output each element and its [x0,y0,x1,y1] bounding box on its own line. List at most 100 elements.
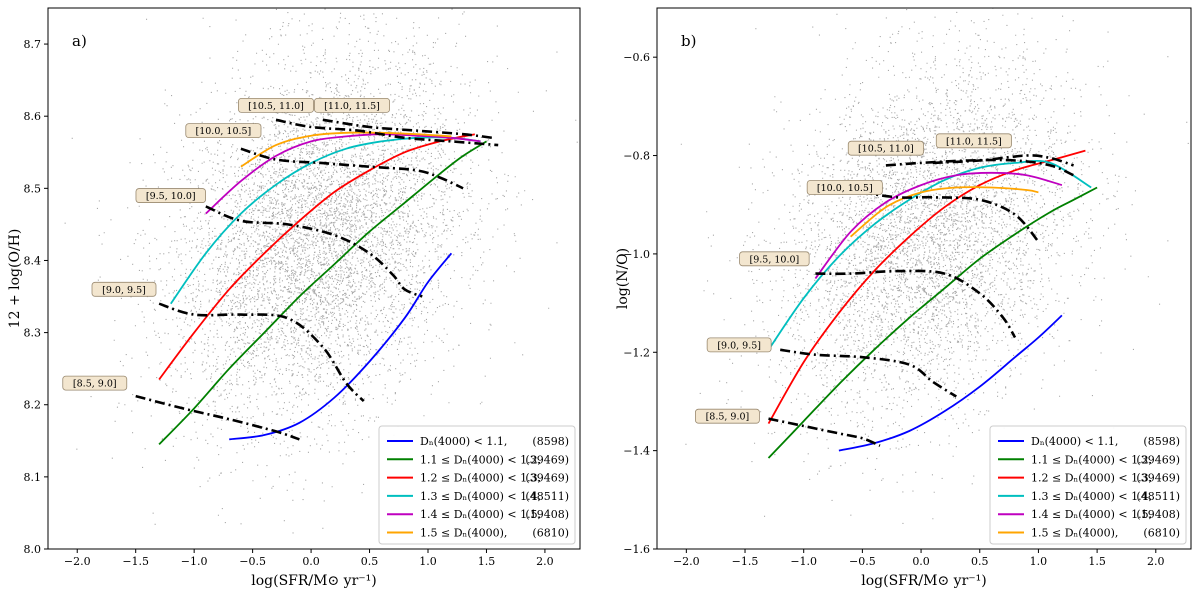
legend-count: (19408) [1136,508,1180,521]
mass-bin-label-box [91,281,157,297]
series-line [229,252,453,441]
mass-bin-line [780,348,957,398]
mass-bin-line [322,118,493,140]
legend-item: 1.5 ≤ Dₙ(4000), (6810) [998,527,1180,540]
x-tick-label: −2.0 [64,555,91,568]
mass-bin-line [205,205,423,298]
x-tick-label: 1.5 [1088,555,1106,568]
mass-bin-label: [10.5, 11.0] [237,97,314,113]
y-axis-label: log(N/O) [615,248,631,309]
panel-label: a) [72,32,87,50]
mass-bin-label-text: [10.0, 10.5] [817,183,873,194]
mass-bin-label: [8.5, 9.0] [695,408,760,424]
mass-bin-label: [8.5, 9.0] [62,375,128,391]
y-tick-label: −1.0 [623,248,650,261]
panel-b: −2.0 −1.5 −1.0 −0.5 0.0 0.5 1.0 1.5 2.0 −1.6 −1.4 −… [615,7,1192,589]
legend-label: 1.5 ≤ Dₙ(4000), [1031,527,1118,540]
mass-bin-line [135,394,300,441]
mass-bin-label: [9.5, 10.0] [135,188,206,203]
legend: Dₙ(4000) < 1.1, (8598) 1.1 ≤ Dₙ(4000) < 1.… [378,425,576,545]
mass-bin-label-box [695,408,760,424]
scatter-cloud [64,8,578,534]
mass-bin-label-text: [9.0, 9.5] [717,340,761,351]
panel-a: −2.0 −1.5 −1.0 −0.5 0.0 0.5 1.0 1.5 2.0 8.0 8.1 8.2… [7,7,581,589]
x-axis-label: log(SFR/M⊙ yr⁻¹) [861,573,986,589]
legend-item: 1.1 ≤ Dₙ(4000) < 1.2,(39469) [998,453,1180,466]
y-tick-label: −1.2 [623,346,650,359]
legend-label: 1.4 ≤ Dₙ(4000) < 1.5, [420,508,541,521]
x-tick-label: −1.5 [122,555,149,568]
mass-bin-label: [11.0, 11.5] [313,97,390,113]
x-tick-label: −0.5 [239,555,266,568]
mass-bin-label-box [847,140,924,156]
mass-bin-label: [10.0, 10.5] [806,180,883,195]
legend-label: Dₙ(4000) < 1.1, [420,435,507,448]
y-tick-label: 8.3 [24,327,42,340]
mass-bin-label-text: [8.5, 9.0] [73,379,117,390]
mass-bin-label: [9.0, 9.5] [706,337,772,353]
mass-bin-label-text: [9.5, 10.0] [750,254,800,265]
x-tick-label: 2.0 [536,555,554,568]
y-tick-label: −0.8 [623,150,650,163]
scatter-cloud [680,8,1189,524]
mass-bin-line [768,417,881,447]
axes-frame [47,7,581,550]
x-tick-label: −1.0 [790,555,817,568]
mass-bin-label-text: [10.5, 11.0] [858,144,914,155]
mass-bin-label-text: [10.5, 11.0] [248,101,304,112]
legend-label: 1.2 ≤ Dₙ(4000) < 1.3, [420,472,541,485]
mass-bin-label-box [313,97,390,113]
mass-bin-label: [9.5, 10.0] [739,251,810,267]
panel-label: b) [681,32,696,50]
mass-bin-label-text: [9.0, 9.5] [102,285,146,296]
legend-item: 1.4 ≤ Dₙ(4000) < 1.5,(19408) [387,508,569,521]
x-tick-label: 1.0 [419,555,437,568]
series-line [158,133,475,381]
series-line [158,140,487,446]
mass-bin-label-box [237,97,314,113]
legend-label: 1.3 ≤ Dₙ(4000) < 1.4, [420,490,541,503]
axes-frame [656,7,1192,550]
series-line [767,186,1098,459]
y-axis-label: 12 + log(O/H) [7,229,23,329]
mass-bin-label-text: [9.5, 10.0] [146,191,196,202]
scatter-points [680,8,1189,524]
series-line [814,171,1063,280]
legend-count: (39469) [1136,472,1180,485]
legend-label: 1.5 ≤ Dₙ(4000), [420,527,507,540]
legend-label: 1.3 ≤ Dₙ(4000) < 1.4, [1031,490,1152,503]
x-tick-label: 0.0 [302,555,320,568]
x-tick-label: −1.5 [732,555,759,568]
legend-item: 1.1 ≤ Dₙ(4000) < 1.2,(39469) [387,453,569,466]
y-tick-label: −0.6 [623,51,650,64]
legend-item: 1.5 ≤ Dₙ(4000), (6810) [387,527,569,540]
legend-item: Dₙ(4000) < 1.1, (8598) [387,435,569,448]
legend-count: (19408) [525,508,569,521]
legend-count: (39469) [525,453,569,466]
x-tick-label: 1.5 [478,555,496,568]
legend-item: 1.4 ≤ Dₙ(4000) < 1.5,(19408) [998,508,1180,521]
y-tick-label: 8.5 [24,182,42,195]
mass-bin-label-box [185,123,262,139]
series-line [838,314,1063,452]
y-tick-label: 8.1 [24,471,42,484]
legend-count: (6810) [532,527,569,540]
legend-label: 1.1 ≤ Dₙ(4000) < 1.2, [420,453,541,466]
x-axis-label: log(SFR/M⊙ yr⁻¹) [251,573,376,589]
mass-bin-label-box [135,188,206,203]
x-tick-label: −2.0 [673,555,700,568]
mass-bin-label: [11.0, 11.5] [935,133,1012,149]
legend-count: (48511) [1136,490,1180,503]
series-line [767,149,1086,425]
legend-count: (8598) [532,435,569,448]
x-tick-label: 0.5 [361,555,379,568]
x-tick-label: −0.5 [849,555,876,568]
mass-bin-label-box [935,133,1012,149]
mass-bin-label-box [806,180,883,195]
legend-label: 1.2 ≤ Dₙ(4000) < 1.3, [1031,472,1152,485]
legend-label: 1.4 ≤ Dₙ(4000) < 1.5, [1031,508,1152,521]
mass-bin-line [240,147,464,190]
legend-count: (39469) [1136,453,1180,466]
mass-bin-line [275,118,499,147]
